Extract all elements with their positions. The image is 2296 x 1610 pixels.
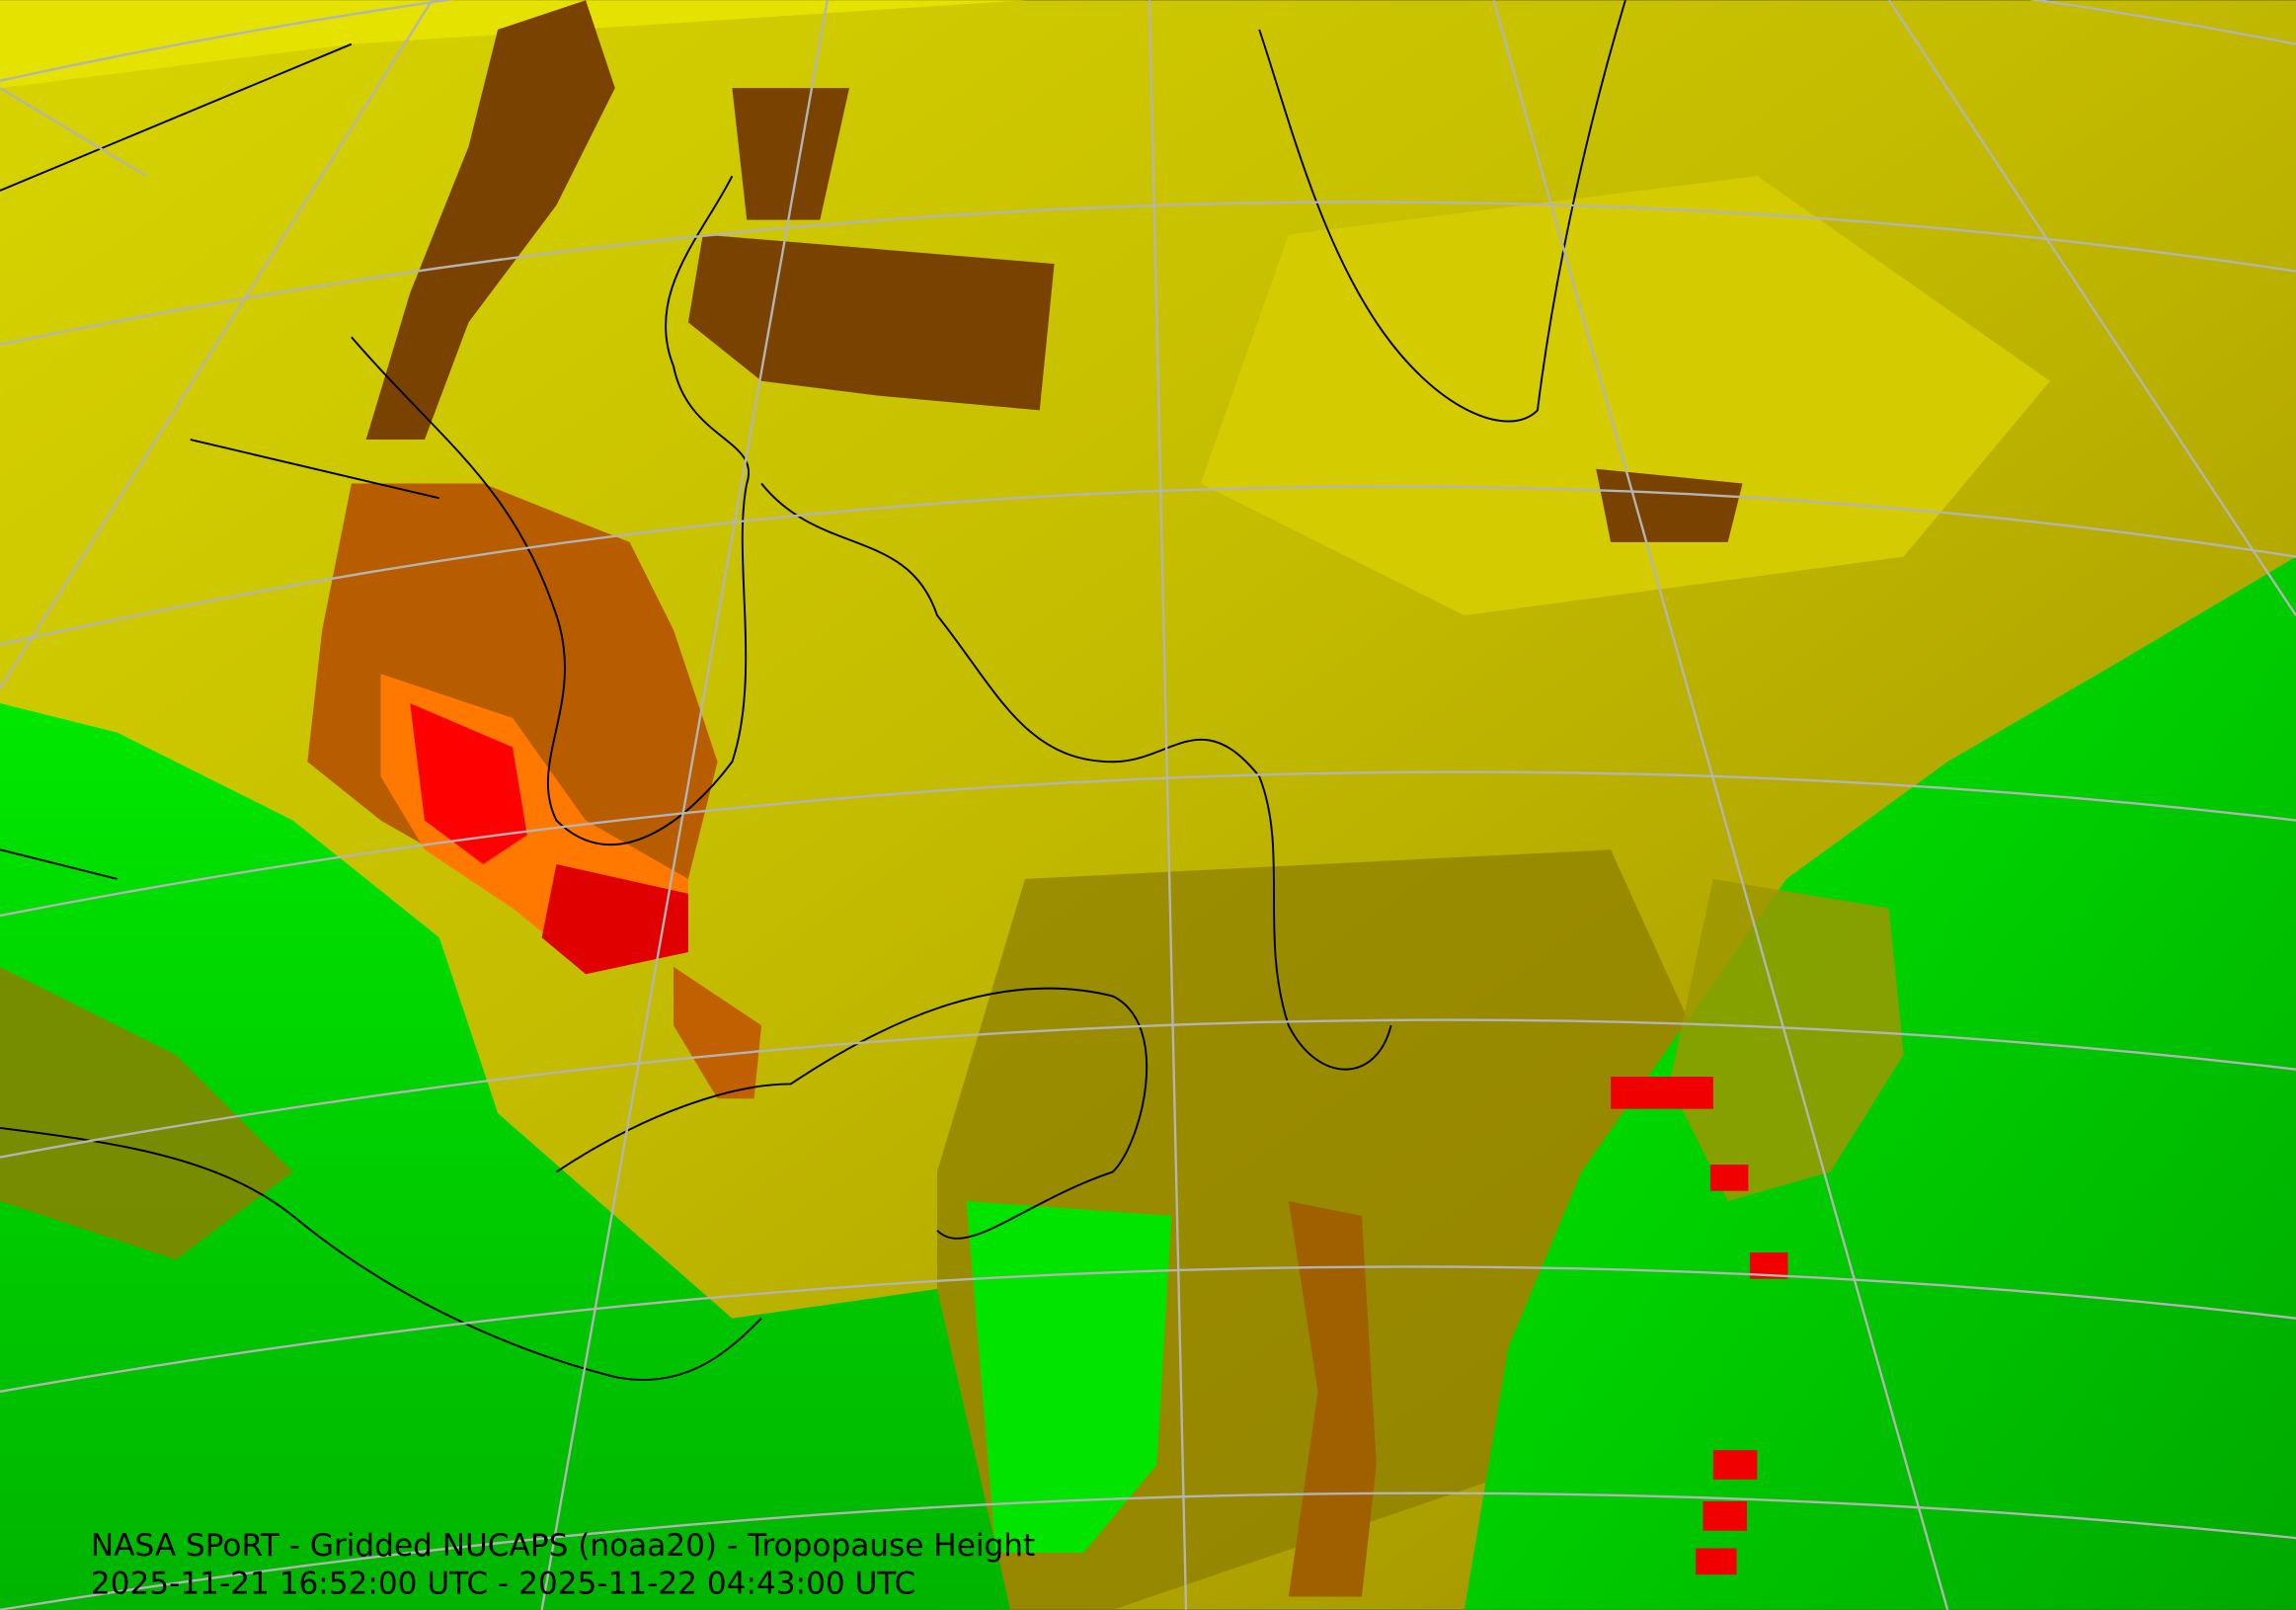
- latitude-line: [0, 0, 2296, 82]
- field-patch: [0, 0, 1025, 89]
- time-range: 2025-11-21 16:52:00 UTC - 2025-11-22 04:…: [91, 1566, 915, 1601]
- field-patch: [365, 0, 615, 441]
- field-patch: [1712, 1450, 1758, 1480]
- field-patch: [732, 88, 850, 220]
- longitude-line: [540, 0, 829, 1610]
- coastlines: [0, 0, 1625, 1380]
- coastline: [351, 175, 751, 846]
- field-patch: [0, 966, 293, 1260]
- longitude-line: [1887, 0, 2296, 616]
- border-line: [0, 1126, 762, 1381]
- coastline: [1258, 0, 1626, 423]
- latitude-line: [0, 1265, 2296, 1394]
- field-patch: [1696, 1548, 1737, 1575]
- field-patch: [1611, 1077, 1713, 1109]
- field-patch: [1288, 1201, 1377, 1597]
- latitude-line: [0, 770, 2296, 918]
- green-region: [0, 702, 1011, 1610]
- field-patch: [1702, 1501, 1747, 1531]
- green-region: [966, 1201, 1172, 1553]
- field-patch: [1596, 468, 1743, 542]
- map-title: NASA SPoRT - Gridded NUCAPS (noaa20) - T…: [91, 1528, 1035, 1564]
- coastline: [555, 987, 1148, 1240]
- border-line: [0, 42, 440, 880]
- latitude-line: [0, 1018, 2296, 1159]
- latitude-line: [0, 1491, 2296, 1610]
- field-patch: [687, 234, 1055, 411]
- longitude-line: [1148, 0, 1188, 1610]
- field-patch: [1200, 176, 2050, 615]
- field-patch: [410, 702, 527, 865]
- longitude-line: [1492, 0, 1949, 1610]
- longitude-line: [0, 87, 147, 178]
- latitude-line: [0, 201, 2296, 346]
- field-patch: [1709, 1165, 1749, 1191]
- field-patch: [673, 966, 762, 1099]
- field-patch: [541, 864, 688, 975]
- coastline: [760, 482, 1392, 1071]
- longitude-line: [0, 0, 434, 689]
